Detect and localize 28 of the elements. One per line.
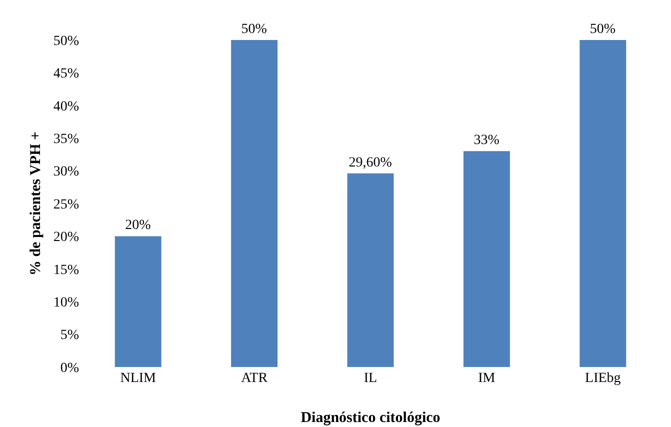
x-tick-label: LIEbg (585, 371, 621, 386)
y-axis-title: % de pacientes VPH + (28, 131, 44, 276)
data-label: 50% (241, 22, 268, 37)
x-tick-label: IM (478, 371, 496, 386)
y-tick-label: 50% (53, 34, 80, 49)
bar (114, 236, 162, 367)
x-tick-label: NLIM (120, 371, 157, 386)
y-tick-label: 15% (53, 262, 80, 278)
data-label: 50% (590, 22, 616, 37)
y-tick-label: 40% (53, 99, 80, 114)
y-tick-label: 5% (60, 328, 80, 344)
y-tick-label: 25% (53, 197, 80, 212)
y-tick-label: 20% (53, 230, 80, 246)
y-tick-label: 0% (60, 360, 80, 376)
data-label: 33% (474, 133, 500, 148)
x-tick-label: IL (364, 371, 378, 386)
data-label: 29,60% (348, 155, 392, 170)
bar (347, 173, 394, 367)
x-tick-label: ATR (241, 371, 268, 386)
y-tick-label: 35% (53, 132, 80, 147)
y-tick-label: 10% (53, 296, 80, 310)
bar (463, 151, 510, 367)
bar (231, 40, 278, 367)
bar (580, 40, 626, 367)
y-tick-label: 45% (53, 66, 80, 82)
data-label: 20% (125, 218, 152, 234)
x-axis-title: Diagnóstico citológico (300, 410, 440, 426)
y-tick-label: 30% (53, 164, 80, 180)
